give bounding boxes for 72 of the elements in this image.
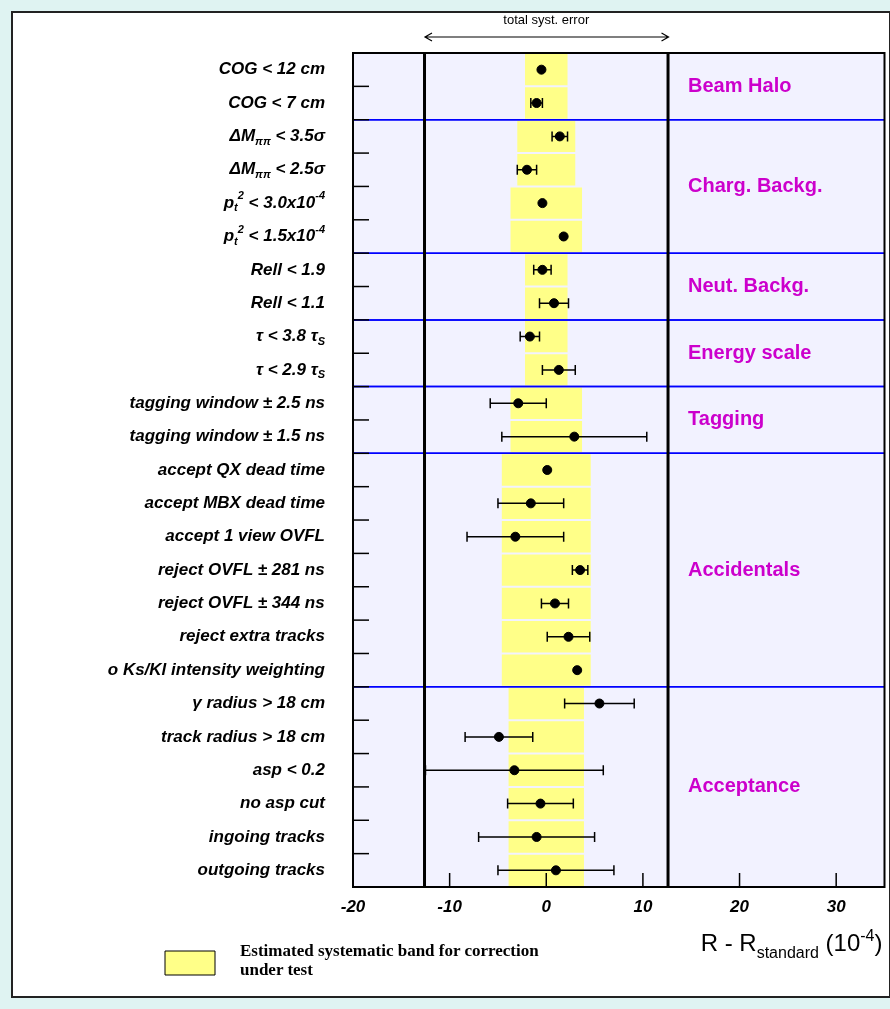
y-tick-label: COG < 7 cm	[228, 92, 326, 112]
x-tick-label: 10	[633, 896, 653, 916]
y-tick-label: tagging window ± 1.5 ns	[129, 426, 326, 446]
y-tick-label: tagging window ± 2.5 ns	[129, 392, 326, 412]
point	[542, 465, 553, 475]
bar	[508, 687, 584, 720]
point	[535, 798, 546, 809]
band-label: Tagging	[688, 407, 765, 430]
band-label: Energy scale	[688, 340, 812, 363]
band-label: Beam Halo	[688, 73, 792, 96]
band-label: Accidentals	[688, 557, 801, 580]
bar	[525, 54, 568, 86]
bar	[501, 621, 591, 653]
y-tick-label: Rell < 1.9	[250, 259, 326, 279]
y-tick-label: track radius > 18 cm	[161, 726, 326, 746]
point	[572, 665, 583, 676]
y-tick-label: COG < 12 cm	[218, 59, 326, 79]
band-label: Acceptance	[688, 774, 801, 797]
y-tick-label: reject extra tracks	[179, 626, 325, 646]
y-tick-label: γ radius > 18 cm	[192, 693, 326, 713]
bar	[510, 420, 583, 453]
y-tick-label: reject OVFL ± 281 ns	[157, 559, 325, 579]
y-tick-label: no asp cut	[239, 793, 327, 813]
bar	[508, 721, 584, 753]
bar	[508, 821, 584, 853]
bar	[508, 787, 584, 820]
legend-label: Estimated systematic band for correction under test	[240, 940, 540, 979]
bar	[525, 320, 568, 353]
band-label: Charg. Backg.	[688, 173, 823, 196]
bar	[501, 454, 591, 486]
bar	[510, 187, 583, 219]
y-tick-label: outgoing tracks	[197, 860, 326, 880]
bar	[517, 120, 576, 153]
point	[550, 865, 561, 876]
bar	[510, 220, 583, 253]
text: total syst. error	[503, 12, 590, 27]
point	[558, 231, 569, 242]
bar	[525, 287, 568, 319]
bar	[501, 554, 591, 586]
point	[594, 698, 605, 709]
y-tick-label: asp < 0.2	[252, 759, 326, 779]
bar	[525, 254, 568, 286]
y-tick-label: accept 1 view OVFL	[165, 526, 326, 546]
bar	[501, 521, 591, 553]
x-tick-label: 30	[826, 896, 847, 916]
y-tick-label: accept MBX dead time	[144, 493, 326, 513]
bar	[501, 587, 591, 620]
y-tick-label: reject OVFL ± 344 ns	[157, 593, 325, 613]
band-label: Neut. Backg.	[688, 274, 810, 297]
bar	[508, 754, 584, 786]
point	[525, 498, 536, 509]
x-tick-label: -20	[340, 896, 366, 916]
bar	[525, 87, 568, 119]
y-tick-label: o Ks/Kl intensity weighting	[107, 659, 326, 679]
point	[524, 331, 535, 342]
x-tick-label: -10	[437, 896, 463, 916]
bar	[525, 354, 568, 386]
point	[537, 198, 548, 209]
bar	[510, 387, 583, 419]
bar	[517, 154, 576, 186]
y-tick-label: ingoing tracks	[208, 826, 325, 846]
bar	[508, 854, 584, 886]
x-tick-label: 20	[729, 896, 750, 916]
point	[569, 431, 580, 442]
point	[510, 531, 521, 542]
bar	[501, 487, 591, 520]
bar	[501, 654, 591, 686]
y-tick-label: Rell < 1.1	[250, 292, 325, 312]
point	[549, 598, 560, 609]
point	[513, 398, 524, 409]
y-tick-label: accept QX dead time	[157, 459, 326, 479]
x-tick-label: 0	[541, 896, 552, 916]
